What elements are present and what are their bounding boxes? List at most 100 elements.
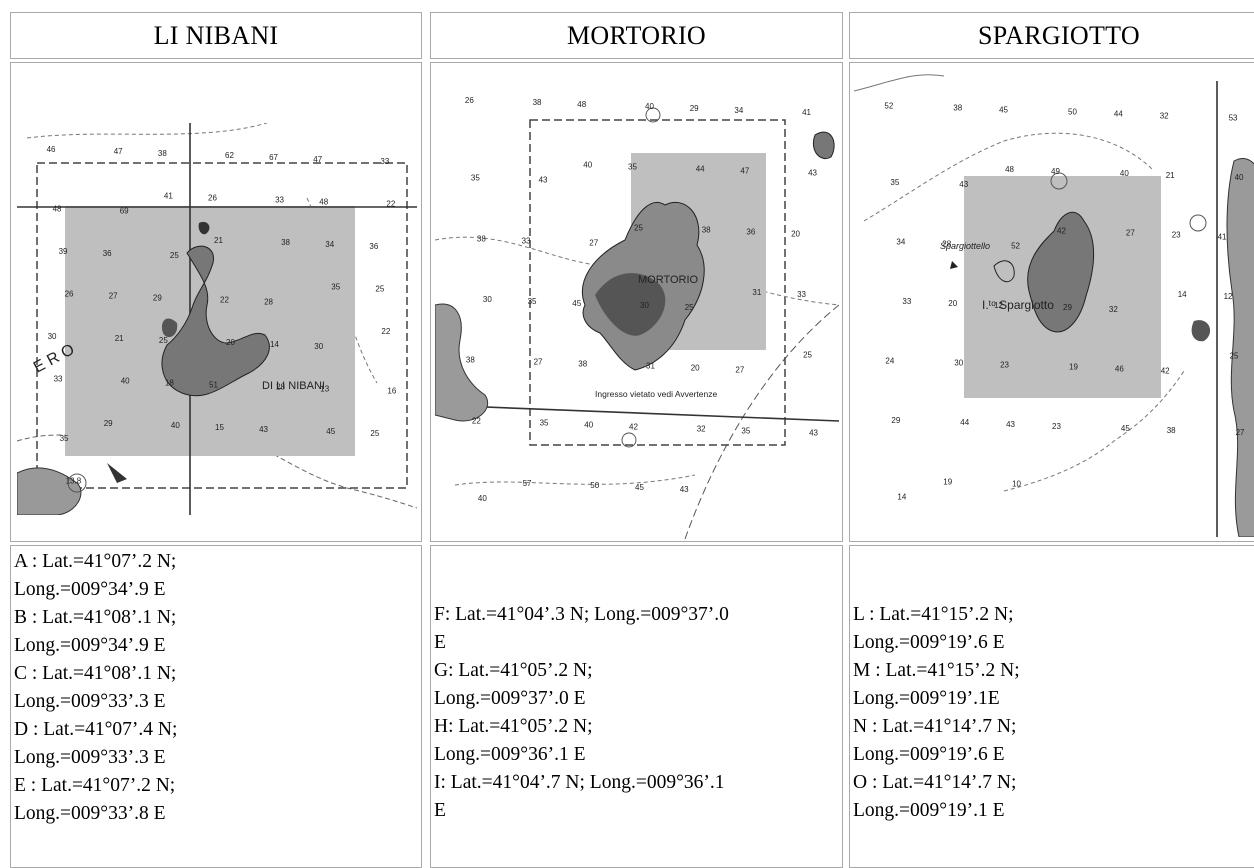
depth-sounding: 33	[902, 297, 911, 306]
depth-sounding: 27	[1126, 228, 1135, 237]
column-title: SPARGIOTTO	[978, 20, 1140, 50]
depth-sounding: 35	[741, 426, 750, 435]
depth-sounding: 26	[65, 289, 74, 298]
coordinate-line: Long.=009°36’.1 E	[434, 744, 586, 765]
depth-sounding: 67	[269, 153, 278, 162]
depth-sounding: 48	[577, 100, 586, 109]
column-title: MORTORIO	[566, 20, 707, 50]
depth-sounding: 62	[225, 151, 234, 160]
depth-sounding: 40	[583, 161, 592, 170]
depth-sounding: 27	[1236, 428, 1245, 437]
depth-sounding: 48	[1005, 165, 1014, 174]
depth-sounding: 49	[1051, 167, 1060, 176]
depth-sounding: 24	[885, 357, 894, 366]
depth-sounding: 40	[171, 421, 180, 430]
depth-sounding: 42	[629, 422, 638, 431]
depth-sounding: 19	[943, 478, 952, 487]
depth-sounding: 36	[746, 227, 755, 236]
depth-sounding: 50	[1068, 107, 1077, 116]
map-cell-mortorio: MORTORIO Ingresso vietato vedi Avvertenz…	[430, 62, 843, 542]
depth-sounding: 35	[628, 163, 637, 172]
coordinates-li-nibani: A : Lat.=41°07’.2 N; Long.=009°34’.9 E B :…	[10, 545, 422, 868]
depth-sounding: 20	[948, 299, 957, 308]
depth-sounding: 38	[158, 149, 167, 158]
coordinate-line: Long.=009°33’.8 E	[14, 803, 166, 824]
depth-sounding: 25	[634, 223, 643, 232]
coordinate-line: E	[434, 800, 446, 821]
depth-sounding: 25	[803, 351, 812, 360]
depth-sounding: 23	[1000, 361, 1009, 370]
depth-sounding: 13.8	[66, 476, 82, 485]
coordinate-line: L : Lat.=41°15’.2 N;	[853, 604, 1014, 625]
depth-sounding: 34	[734, 106, 743, 115]
coordinate-line: N : Lat.=41°14’.7 N;	[853, 716, 1017, 737]
depth-sounding: 38	[533, 98, 542, 107]
depth-sounding: 25	[170, 251, 179, 260]
depth-sounding: 43	[808, 169, 817, 178]
depth-sounding: 28	[942, 239, 951, 248]
island-label: I.ᵗᵒ Spargiotto	[982, 298, 1054, 312]
depth-sounding: 32	[697, 424, 706, 433]
depth-sounding: 48	[53, 204, 62, 213]
depth-sounding: 51	[209, 380, 218, 389]
depth-sounding: 34	[325, 240, 334, 249]
depth-sounding: 14	[897, 493, 906, 502]
depth-sounding: 25	[375, 284, 384, 293]
coordinate-line: E	[434, 632, 446, 653]
depth-sounding: 32	[1109, 305, 1118, 314]
depth-sounding: 45	[1121, 424, 1130, 433]
depth-sounding: 42	[1161, 367, 1170, 376]
coordinate-line: Long.=009°37’.0 E	[434, 688, 586, 709]
coordinate-line: F: Lat.=41°04’.3 N; Long.=009°37’.0	[434, 604, 729, 625]
depth-sounding: 46	[47, 145, 56, 154]
depth-sounding: 30	[48, 332, 57, 341]
depth-sounding: 31	[646, 362, 655, 371]
depth-sounding: 36	[369, 242, 378, 251]
depth-sounding: 22	[472, 416, 481, 425]
depth-sounding: 35	[60, 434, 69, 443]
coordinate-line: I: Lat.=41°04’.7 N; Long.=009°36’.1	[434, 772, 725, 793]
coordinate-line: Long.=009°19’.1E	[853, 688, 1000, 709]
depth-sounding: 21	[115, 334, 124, 343]
depth-sounding: 23	[1172, 230, 1181, 239]
depth-sounding: 47	[313, 155, 322, 164]
coordinate-line: B : Lat.=41°08’.1 N;	[14, 607, 177, 628]
depth-sounding: 52	[1011, 241, 1020, 250]
depth-sounding: 10	[1012, 480, 1021, 489]
depth-sounding: 43	[959, 180, 968, 189]
nautical-chart-mortorio: MORTORIO Ingresso vietato vedi Avvertenz…	[435, 65, 839, 539]
depth-sounding: 16	[387, 386, 396, 395]
depth-sounding: 27	[534, 358, 543, 367]
depth-sounding: 12	[994, 301, 1003, 310]
depth-sounding: 40	[1235, 173, 1244, 182]
depth-sounding: 18	[165, 378, 174, 387]
depth-sounding: 20	[791, 229, 800, 238]
coordinate-line: Long.=009°19’.6 E	[853, 744, 1005, 765]
depth-sounding: 22	[381, 327, 390, 336]
coordinate-line: Long.=009°34’.9 E	[14, 635, 166, 656]
header-li-nibani: LI NIBANI	[10, 12, 422, 59]
coordinate-line: D : Lat.=41°07’.4 N;	[14, 719, 178, 740]
depth-sounding: 35	[540, 418, 549, 427]
coordinate-line: Long.=009°34’.9 E	[14, 579, 166, 600]
rock-label: Spargiottello	[940, 241, 990, 251]
depth-sounding: 36	[103, 249, 112, 258]
depth-sounding: 47	[114, 147, 123, 156]
depth-sounding: 19	[1069, 363, 1078, 372]
depth-sounding: 12	[1224, 292, 1233, 301]
coordinate-line: Long.=009°19’.6 E	[853, 632, 1005, 653]
depth-sounding: 15	[215, 423, 224, 432]
depth-sounding: 35	[471, 174, 480, 183]
coordinate-line: G: Lat.=41°05’.2 N;	[434, 660, 593, 681]
depth-sounding: 28	[276, 382, 285, 391]
depth-sounding: 25	[1230, 352, 1239, 361]
map-cell-spargiotto: I.ᵗᵒ Spargiotto Spargiottello 52 38 45 50 44…	[849, 62, 1254, 542]
depth-sounding: 14	[1178, 290, 1187, 299]
depth-sounding: 43	[259, 425, 268, 434]
depth-sounding: 35	[331, 282, 340, 291]
depth-sounding: 29	[153, 293, 162, 302]
depth-sounding: 43	[539, 176, 548, 185]
depth-sounding: 40	[645, 102, 654, 111]
depth-sounding: 30	[314, 342, 323, 351]
